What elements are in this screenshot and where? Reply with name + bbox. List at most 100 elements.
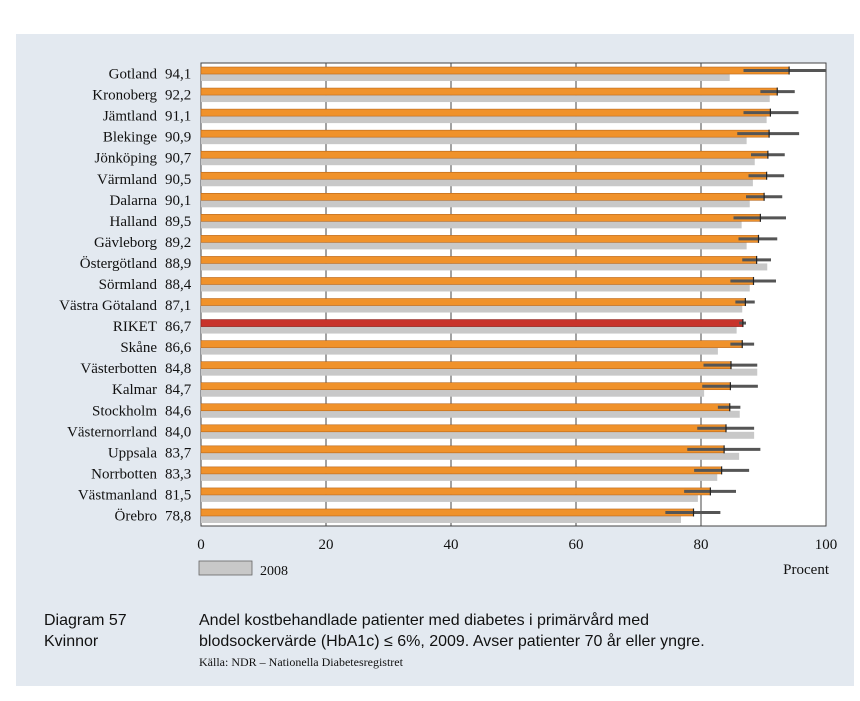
value-label: 84,8 [165, 361, 191, 377]
category-label: Västernorrland [67, 424, 157, 440]
value-label: 94,1 [165, 67, 191, 83]
category-label: RIKET [113, 319, 157, 335]
source-note: Källa: NDR – Nationella Diabetesregistre… [199, 655, 403, 669]
category-label: Jönköping [94, 151, 157, 167]
bar-2009 [200, 66, 790, 75]
bar-2009 [200, 445, 725, 454]
bar-2008 [201, 158, 755, 166]
category-label: Västmanland [78, 487, 158, 503]
category-label: Blekinge [103, 130, 157, 146]
bar-2008 [201, 473, 718, 481]
category-label: Kronoberg [92, 88, 157, 104]
bar-2009 [200, 382, 731, 391]
bar-2008 [201, 347, 718, 355]
bar-2009 [200, 340, 743, 348]
bar-2008 [201, 431, 755, 439]
bar-2009 [200, 214, 761, 222]
bar-2009 [200, 277, 754, 285]
bar-2008 [201, 179, 753, 187]
category-label: Jämtland [103, 109, 158, 125]
bar-2008 [201, 515, 681, 523]
value-label: 89,5 [165, 214, 191, 230]
bar-2008 [201, 410, 740, 418]
bar-2009 [200, 129, 770, 138]
bar-2008 [201, 242, 747, 250]
bar-2009 [200, 298, 746, 306]
category-label: Västra Götaland [59, 298, 157, 314]
bar-2008 [201, 137, 747, 145]
category-label: Skåne [120, 340, 157, 356]
diagram-caption: Andel kostbehandlade patienter med diabe… [199, 610, 819, 652]
bar-2008 [201, 95, 770, 103]
bar-2008 [201, 116, 767, 124]
error-bars [665, 66, 826, 517]
category-label: Norrbotten [91, 466, 157, 482]
value-label: 86,6 [165, 340, 192, 356]
value-label: 86,7 [165, 319, 192, 335]
bar-2008 [201, 368, 758, 376]
category-label: Värmland [97, 172, 157, 188]
value-label: 84,6 [165, 403, 192, 419]
x-tick-label: 100 [815, 537, 838, 553]
x-tick-label: 0 [197, 537, 205, 553]
x-tick-label: 20 [319, 537, 334, 553]
bar-2009 [200, 150, 769, 159]
bar-2009 [200, 235, 759, 243]
value-label: 84,7 [165, 382, 192, 398]
caption-line-2: blodsockervärde (HbA1c) ≤ 6%, 2009. Avse… [199, 633, 705, 650]
value-label: 83,7 [165, 445, 192, 461]
value-label: 89,2 [165, 235, 191, 251]
category-label: Sörmland [99, 277, 158, 293]
diagram-label: Diagram 57 Kvinnor [44, 610, 127, 652]
bar-2009 [200, 87, 778, 96]
value-label: 84,0 [165, 424, 191, 440]
bar-2009 [200, 424, 727, 433]
category-label: Dalarna [110, 193, 158, 209]
value-label: 90,1 [165, 193, 191, 209]
value-label: 88,4 [165, 277, 192, 293]
legend: 2008 [198, 560, 288, 579]
bar-2008 [201, 326, 737, 334]
value-label: 90,7 [165, 151, 192, 167]
value-labels: 94,1 92,2 91,1 90,9 90,7 90,5 90,1 89,5 89,2 88,9… [165, 67, 192, 525]
category-label: Gotland [109, 67, 158, 83]
caption-line-1: Andel kostbehandlade patienter med diabe… [199, 612, 650, 629]
bar-2008 [201, 74, 730, 82]
x-axis: 0 20 40 60 80 100 [197, 537, 837, 553]
bar-2009 [200, 403, 731, 412]
series-2008 [201, 74, 770, 523]
value-label: 90,9 [165, 130, 191, 146]
bar-2009 [200, 108, 771, 117]
value-label: 81,5 [165, 487, 191, 503]
bar-2009 [200, 256, 757, 264]
bar-2008 [201, 305, 743, 313]
bar-2009 [200, 361, 732, 369]
bar-2008 [201, 263, 768, 271]
x-tick-label: 80 [694, 537, 709, 553]
x-tick-label: 60 [569, 537, 584, 553]
bar-2009-riket [200, 319, 744, 327]
category-label: Kalmar [112, 382, 157, 398]
diagram-subgroup: Kvinnor [44, 633, 99, 650]
category-label: Västerbotten [80, 361, 157, 377]
bar-2008 [201, 389, 705, 397]
category-label: Stockholm [92, 403, 157, 419]
bar-2009 [200, 508, 694, 517]
value-label: 78,8 [165, 508, 191, 524]
value-label: 87,1 [165, 298, 191, 314]
category-label: Örebro [115, 507, 157, 524]
value-label: 88,9 [165, 256, 191, 272]
bar-2008 [201, 221, 742, 229]
category-label: Östergötland [80, 255, 158, 272]
bar-2008 [201, 494, 698, 502]
value-label: 91,1 [165, 109, 191, 125]
category-label: Halland [110, 214, 158, 230]
bar-2009 [200, 171, 767, 180]
category-label: Gävleborg [94, 235, 158, 251]
value-label: 92,2 [165, 88, 191, 104]
x-tick-label: 40 [444, 537, 459, 553]
legend-swatch-2008 [198, 560, 253, 576]
bar-2009 [200, 192, 765, 201]
x-axis-label: Procent [783, 562, 830, 578]
